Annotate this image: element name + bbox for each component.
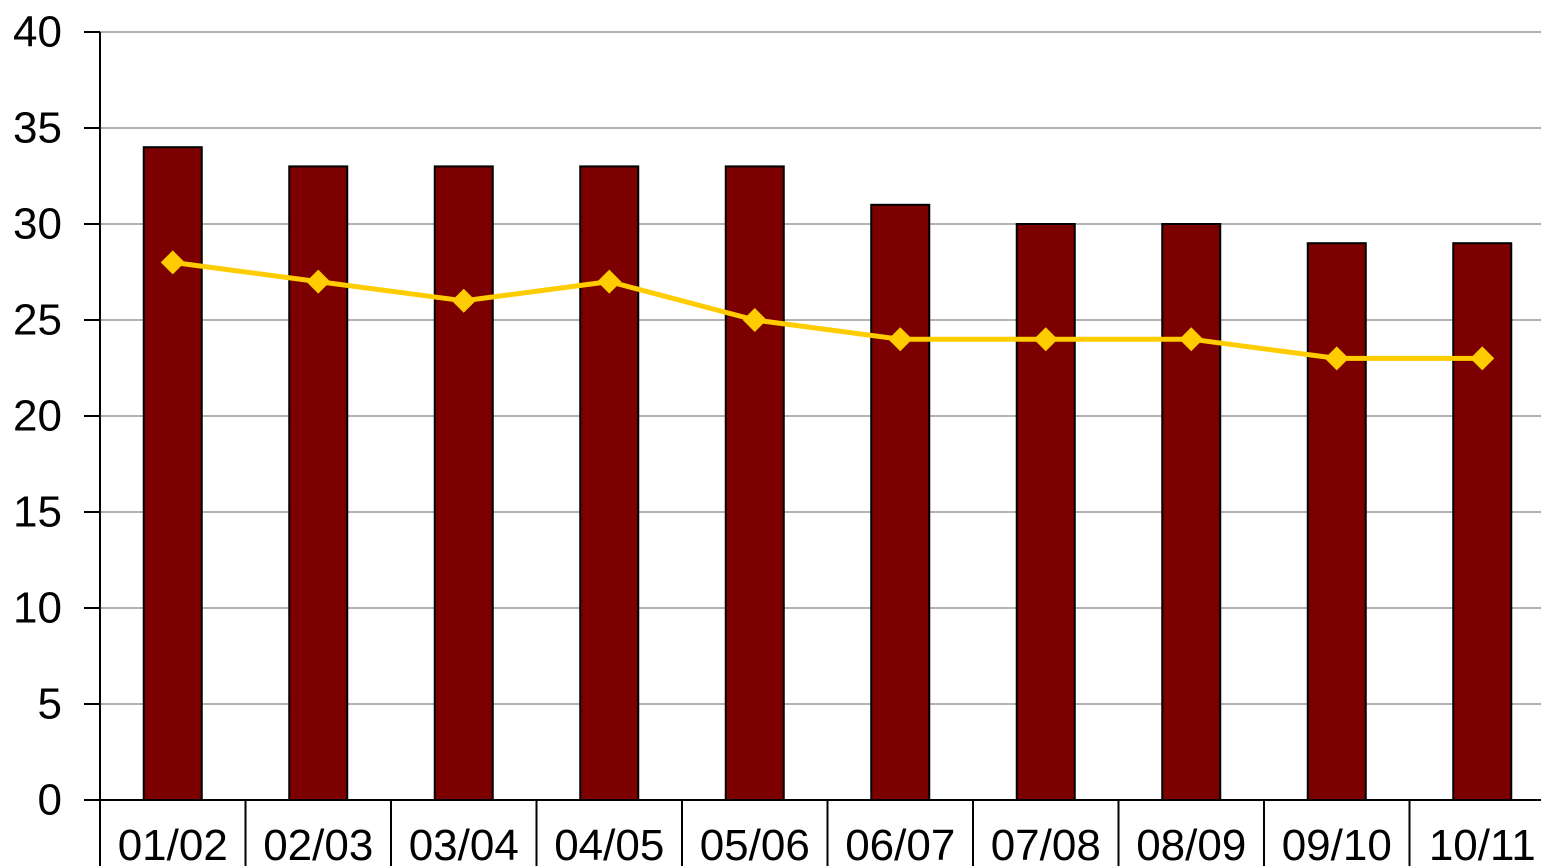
bar-01-02: [142, 146, 203, 801]
x-tick-label: 03/04: [409, 821, 519, 866]
x-tick-label: 04/05: [554, 821, 664, 866]
line-marker-07-08: [1033, 327, 1058, 352]
x-tick-labels: 01/02 02/03 03/04 04/05 05/06 06/07 07/08 08/09…: [118, 821, 1536, 866]
y-tick-label: 10: [13, 584, 62, 633]
bar-05-06: [724, 165, 785, 801]
line-marker-10-11: [1470, 346, 1495, 371]
line-marker-09-10: [1324, 346, 1349, 371]
bar-08-09: [1161, 223, 1222, 801]
line-marker-05-06: [742, 308, 767, 332]
bar-10-11: [1452, 242, 1513, 801]
y-tick-label: 20: [13, 392, 62, 441]
y-tick-label: 30: [13, 200, 62, 249]
y-tick-labels: 0 5 10 15 20 25 30 35 40: [13, 8, 62, 825]
line-marker-08-09: [1179, 327, 1204, 352]
line-path: [172, 259, 1483, 361]
bar-07-08: [1015, 223, 1076, 801]
y-tick-label: 25: [13, 296, 62, 345]
x-tick-label: 09/10: [1282, 821, 1392, 866]
x-tick-label: 05/06: [700, 821, 810, 866]
line-series: [172, 259, 1483, 361]
line-marker-02-03: [306, 269, 331, 294]
y-tick-label: 5: [38, 680, 62, 729]
bar-06-07: [870, 203, 931, 802]
line-markers: [160, 250, 1495, 371]
axes: [84, 31, 1541, 866]
x-tick-label: 02/03: [263, 821, 373, 866]
bar-03-04: [433, 165, 494, 801]
y-tick-label: 40: [13, 8, 62, 57]
x-tick-label: 06/07: [845, 821, 955, 866]
line-marker-06-07: [888, 327, 913, 352]
y-tick-label: 0: [38, 776, 62, 825]
line-marker-03-04: [451, 288, 476, 313]
line-marker-01-02: [160, 250, 185, 275]
line-marker-04-05: [597, 269, 622, 294]
y-tick-label: 15: [13, 488, 62, 537]
bar-series: [142, 146, 1513, 802]
bar-09-10: [1306, 242, 1367, 801]
y-tick-label: 35: [13, 104, 62, 153]
bar-02-03: [288, 165, 349, 801]
x-tick-label: 08/09: [1136, 821, 1246, 866]
bar-04-05: [579, 165, 640, 801]
x-tick-label: 07/08: [991, 821, 1101, 866]
x-tick-label: 01/02: [118, 821, 228, 866]
x-tick-label: 10/11: [1429, 821, 1536, 866]
